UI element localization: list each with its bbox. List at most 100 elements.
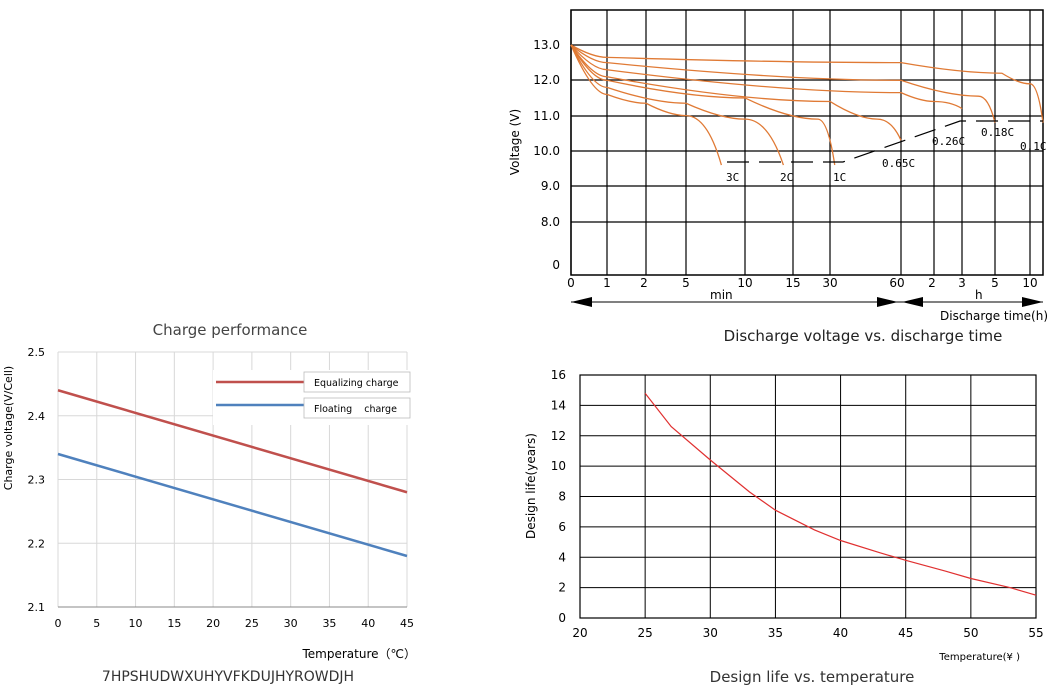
charge-x-axis-label: Temperature（℃） xyxy=(302,647,417,661)
discharge-chart-title: Discharge voltage vs. discharge time xyxy=(724,327,1003,345)
discharge-curve-0.26C xyxy=(570,44,963,110)
discharge-curve-2C xyxy=(570,44,785,166)
life-x-tick: 30 xyxy=(703,626,718,640)
charge-series-line-0 xyxy=(57,389,408,494)
charge-chart-title: Charge performance xyxy=(153,321,308,339)
charge-x-tick: 0 xyxy=(55,617,62,630)
life-y-tick: 0 xyxy=(558,611,566,625)
life-chart: 0 2 4 6 8 10 12 14 16 20 25 30 35 40 45 50 55 Design li… xyxy=(524,368,1044,686)
life-y-tick: 16 xyxy=(551,368,566,382)
discharge-x-tick: 5 xyxy=(682,276,690,290)
discharge-cutoff-dash xyxy=(727,120,1043,163)
discharge-y-tick: 9.0 xyxy=(541,179,560,193)
discharge-x-tick: 30 xyxy=(822,276,837,290)
charge-x-tick: 15 xyxy=(167,617,181,630)
discharge-x-tick: 5 xyxy=(991,276,999,290)
arrow-left-h xyxy=(902,297,923,307)
charge-x-tick: 5 xyxy=(93,617,100,630)
discharge-y-tick: 11.0 xyxy=(533,109,560,123)
discharge-cutoff-line xyxy=(727,120,1043,163)
life-y-tick: 8 xyxy=(558,490,566,504)
charge-y-tick: 2.3 xyxy=(28,474,46,487)
life-y-tick: 14 xyxy=(551,398,566,412)
discharge-curve-0.1C xyxy=(570,44,1044,123)
discharge-grid xyxy=(570,10,1043,275)
life-grid xyxy=(579,374,1037,619)
life-series-line-0 xyxy=(644,392,1037,596)
life-y-tick: 10 xyxy=(551,459,566,473)
charge-chart: Charge performance 2.1 2.2 2.3 2.4 2.5 0 5 10 1… xyxy=(2,321,416,685)
discharge-curve-0.65C xyxy=(570,44,902,141)
discharge-x-axis-label: Discharge time(h) xyxy=(940,309,1048,323)
life-x-axis-label: Temperature(¥ ) xyxy=(938,652,1020,663)
charge-series xyxy=(57,389,408,558)
discharge-curve-1C xyxy=(570,44,836,166)
discharge-x-tick-labels: 0 1 2 5 10 15 30 60 2 3 5 10 xyxy=(567,276,1037,290)
legend-box-floating xyxy=(303,397,411,419)
legend-label-equalizing: Equalizing charge xyxy=(314,378,399,389)
discharge-curve-label: 0.65C xyxy=(882,157,915,170)
charge-x-tick: 20 xyxy=(206,617,220,630)
discharge-unit-h: h xyxy=(975,288,983,302)
life-x-tick: 20 xyxy=(572,626,587,640)
life-x-tick: 35 xyxy=(768,626,783,640)
charge-y-tick: 2.5 xyxy=(28,346,46,359)
discharge-time-arrows xyxy=(571,297,1043,307)
discharge-x-tick: 1 xyxy=(603,276,611,290)
charge-y-tick: 2.1 xyxy=(28,601,46,614)
discharge-plot-frame xyxy=(570,9,1044,276)
life-y-tick-labels: 0 2 4 6 8 10 12 14 16 xyxy=(551,368,566,625)
charge-series-line-1 xyxy=(57,452,408,558)
discharge-x-tick: 15 xyxy=(785,276,800,290)
life-y-axis-label: Design life(years) xyxy=(524,433,538,539)
life-y-tick: 2 xyxy=(558,581,566,595)
discharge-y-tick: 0 xyxy=(552,258,560,272)
charge-y-tick: 2.4 xyxy=(28,410,46,423)
life-x-tick: 50 xyxy=(963,626,978,640)
discharge-y-axis-label: Voltage (V) xyxy=(508,109,522,175)
life-y-tick: 4 xyxy=(558,550,566,564)
discharge-unit-min: min xyxy=(710,288,733,302)
discharge-curve-label: 0.18C xyxy=(981,126,1014,139)
discharge-curve-label: 3C xyxy=(726,171,739,184)
charge-y-tick-labels: 2.1 2.2 2.3 2.4 2.5 xyxy=(28,346,46,614)
discharge-x-tick: 3 xyxy=(958,276,966,290)
life-x-tick: 40 xyxy=(833,626,848,640)
life-y-tick: 6 xyxy=(558,520,566,534)
life-chart-title: Design life vs. temperature xyxy=(710,668,915,686)
discharge-curve-0.18C xyxy=(570,44,996,123)
discharge-x-tick: 10 xyxy=(737,276,752,290)
discharge-x-tick: 10 xyxy=(1022,276,1037,290)
discharge-curve-label: 0.1C xyxy=(1020,140,1047,153)
life-series xyxy=(644,392,1037,596)
arrow-left-min xyxy=(571,297,592,307)
charge-legend: Equalizing charge Floating charge xyxy=(216,371,411,419)
life-x-tick: 55 xyxy=(1028,626,1043,640)
discharge-y-tick: 12.0 xyxy=(533,73,560,87)
discharge-chart: 13.0 12.0 11.0 10.0 9.0 8.0 0 0 1 2 5 10 15 30 60 2 3 5 1… xyxy=(508,9,1048,345)
discharge-y-tick-labels: 13.0 12.0 11.0 10.0 9.0 8.0 0 xyxy=(533,38,560,272)
life-x-tick: 25 xyxy=(638,626,653,640)
discharge-series xyxy=(570,44,1044,166)
arrow-right-min xyxy=(877,297,898,307)
discharge-y-tick: 13.0 xyxy=(533,38,560,52)
legend-box-equalizing xyxy=(303,371,411,393)
charge-x-tick: 25 xyxy=(245,617,259,630)
discharge-x-tick: 2 xyxy=(640,276,648,290)
discharge-curve-labels: 3C 2C 1C 0.65C 0.26C 0.18C 0.1C xyxy=(726,126,1047,184)
arrow-right-h xyxy=(1022,297,1043,307)
discharge-curve-label: 2C xyxy=(780,171,793,184)
charge-x-tick-labels: 0 5 10 15 20 25 30 35 40 45 xyxy=(55,617,415,630)
charge-x-tick: 35 xyxy=(322,617,336,630)
discharge-y-tick: 10.0 xyxy=(533,144,560,158)
charge-y-axis-label: Charge voltage(V/Cell) xyxy=(2,366,15,490)
legend-label-floating: Floating charge xyxy=(314,404,397,415)
charge-caption: 7HPSHUDWXUHYVFKDUJHYROWDJH xyxy=(102,669,354,685)
charge-x-tick: 30 xyxy=(284,617,298,630)
discharge-curve-label: 0.26C xyxy=(932,135,965,148)
life-x-tick-labels: 20 25 30 35 40 45 50 55 xyxy=(572,626,1043,640)
discharge-x-tick: 60 xyxy=(889,276,904,290)
discharge-x-tick: 0 xyxy=(567,276,575,290)
discharge-x-tick: 2 xyxy=(928,276,936,290)
